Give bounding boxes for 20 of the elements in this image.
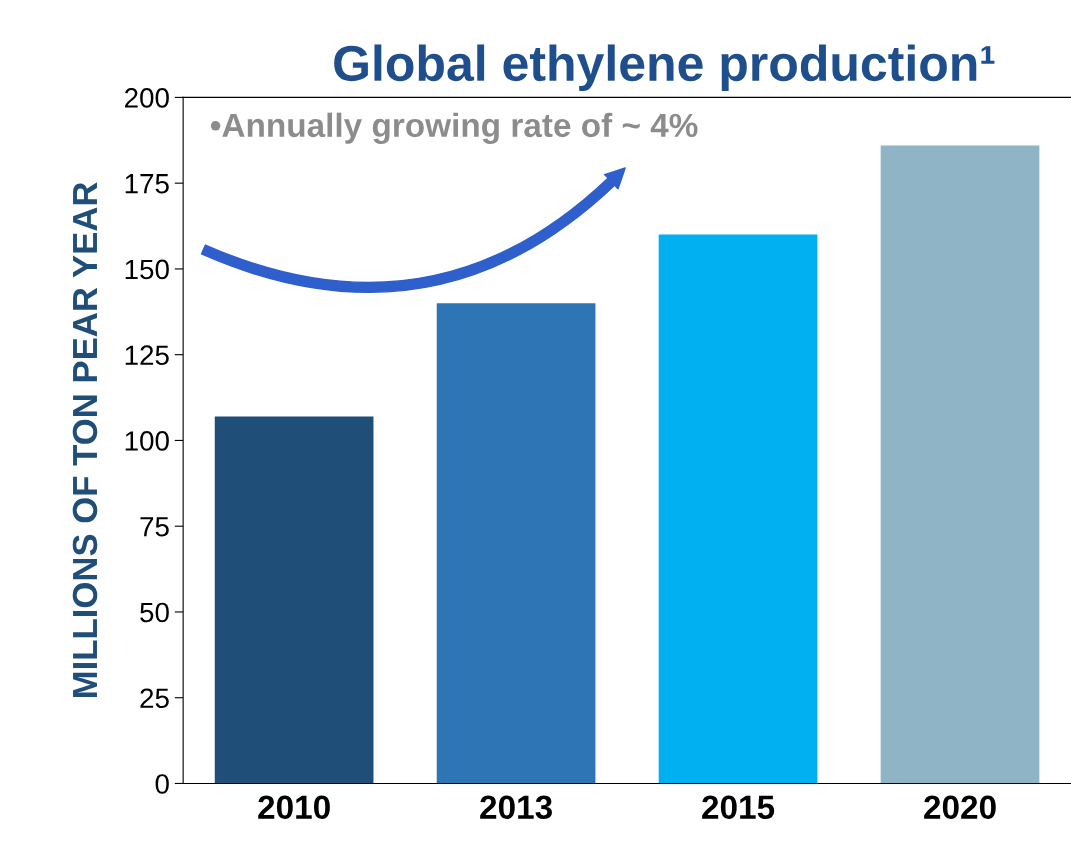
y-tick-label: 150 <box>125 259 169 280</box>
x-tick-label: 2013 <box>480 795 552 820</box>
chart-title: Global ethylene production¹ <box>334 44 995 92</box>
bar <box>880 145 1040 784</box>
y-tick-label: 75 <box>140 517 169 537</box>
annotation: •Annually growing rate of ~ 4% <box>210 112 698 144</box>
bar <box>658 234 818 784</box>
y-tick-label: 0 <box>155 774 169 794</box>
x-tick-label: 2015 <box>702 795 775 820</box>
bar <box>214 416 374 784</box>
x-tick-label: 2020 <box>924 795 996 820</box>
y-tick-label: 200 <box>125 88 169 108</box>
y-tick-label: 25 <box>140 688 169 709</box>
bar <box>436 303 596 784</box>
y-tick-label: 50 <box>140 602 169 623</box>
x-tick-label: 2010 <box>258 795 330 820</box>
y-tick-label: 175 <box>125 174 169 194</box>
y-tick-label: 125 <box>125 345 169 366</box>
y-tick-label: 100 <box>125 431 169 451</box>
y-axis-title: MILLIONS OF TON PEAR YEAR <box>72 182 98 697</box>
